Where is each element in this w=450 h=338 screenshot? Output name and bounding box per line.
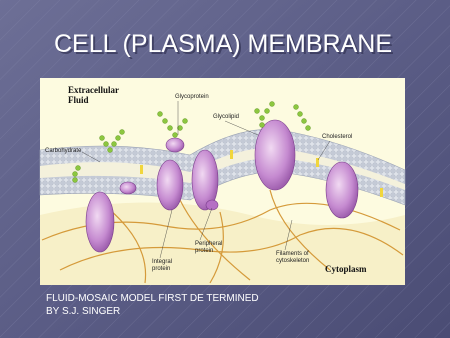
leader-lines xyxy=(81,101,331,259)
label: Glycolipid xyxy=(213,114,239,120)
caption: FLUID-MOSAIC MODEL FIRST DE TERMINED BY S… xyxy=(46,293,259,317)
label: Filaments of cytoskeleton xyxy=(276,251,309,264)
label: Cholesterol xyxy=(322,134,352,140)
label: Peripheral protein xyxy=(195,241,222,254)
diagram: Extracellular Fluid Glycoprotein Glycolip… xyxy=(39,78,406,285)
title-shadow: CELL (PLASMA) MEMBRANE xyxy=(56,32,394,60)
label: Extracellular Fluid xyxy=(68,85,119,105)
label: Integral protein xyxy=(152,259,172,272)
proteins xyxy=(85,119,359,253)
label: Cytoplasm xyxy=(325,264,367,274)
lipid-tails xyxy=(40,147,405,190)
title: CELL (PLASMA) MEMBRANE xyxy=(54,30,392,58)
cholesterol xyxy=(140,150,383,197)
label: Carbohydrate xyxy=(45,148,82,154)
carbohydrate-chains xyxy=(72,101,311,183)
label: Glycoprotein xyxy=(175,94,209,100)
